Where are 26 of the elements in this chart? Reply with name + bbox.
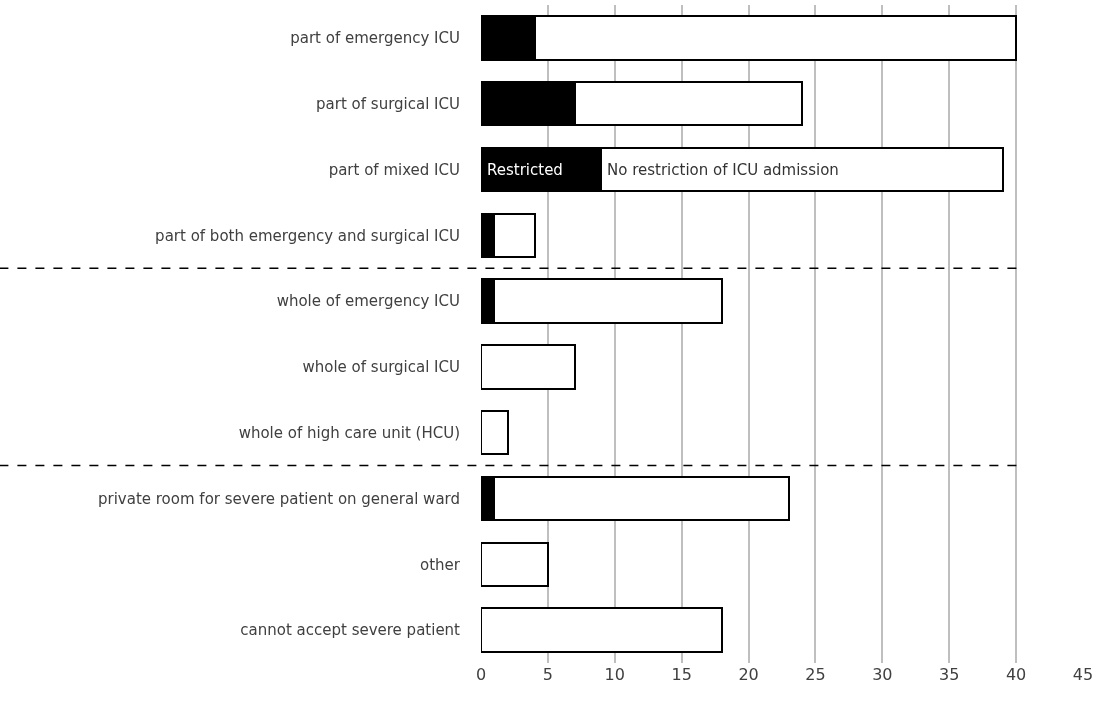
bar <box>481 541 549 588</box>
y-tick-label: private room for severe patient on general ward <box>97 489 460 508</box>
x-tick-label: 15 <box>671 665 692 684</box>
bar <box>481 607 723 653</box>
y-tick-label: part of emergency ICU <box>290 29 460 48</box>
y-tick-label: other <box>420 555 461 574</box>
x-tick-label: 0 <box>475 665 487 684</box>
bar <box>481 344 576 390</box>
x-tick-label: 25 <box>805 665 826 684</box>
x-tick-label: 40 <box>1005 665 1027 684</box>
y-tick-label: whole of surgical ICU <box>302 358 460 377</box>
x-tick-label: 45 <box>1072 665 1094 684</box>
y-tick-label: whole of emergency ICU <box>276 292 460 311</box>
x-tick-label: 5 <box>542 665 553 684</box>
x-tick-label: 35 <box>939 665 960 684</box>
x-tick-label: 30 <box>872 665 893 684</box>
bar <box>481 409 509 456</box>
y-tick-label: whole of high care unit (HCU) <box>238 423 460 442</box>
y-tick-label: part of surgical ICU <box>316 94 460 113</box>
series-label: Restricted <box>487 161 563 179</box>
series-label: No restriction of ICU admission <box>607 161 839 179</box>
y-tick-label: part of mixed ICU <box>328 160 460 179</box>
x-tick-label: 20 <box>738 665 759 684</box>
y-tick-label: cannot accept severe patient <box>240 621 461 640</box>
y-tick-label: part of both emergency and surgical ICU <box>155 226 460 245</box>
x-tick-label: 10 <box>604 665 625 684</box>
